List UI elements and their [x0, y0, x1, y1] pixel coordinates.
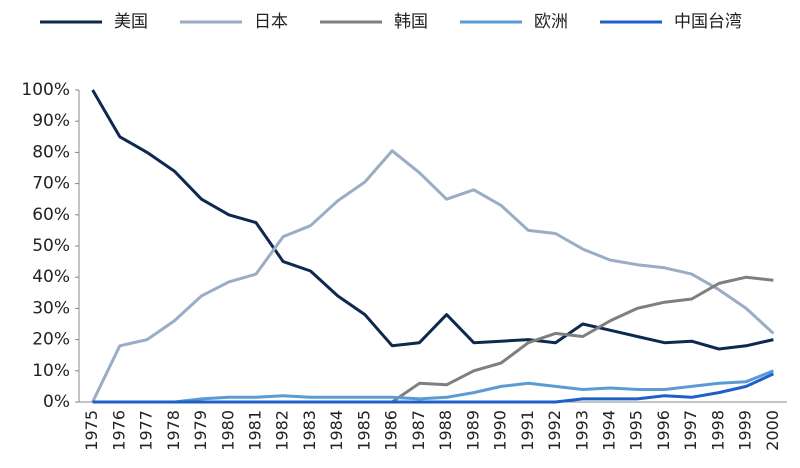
- y-tick-label: 90%: [32, 111, 70, 131]
- x-tick-label: 1983: [300, 410, 319, 451]
- x-tick-label: 1992: [545, 410, 564, 451]
- legend-label: 中国台湾: [674, 12, 742, 32]
- x-tick-label: 1987: [409, 410, 428, 451]
- legend-label: 欧洲: [534, 12, 568, 32]
- x-tick-label: 1998: [708, 410, 727, 451]
- x-tick-label: 1993: [572, 410, 591, 451]
- x-tick-label: 1991: [518, 410, 537, 451]
- x-tick-label: 1984: [327, 410, 346, 451]
- x-tick-label: 1977: [137, 410, 156, 451]
- y-tick-label: 40%: [32, 267, 70, 287]
- x-tick-label: 1982: [273, 410, 292, 451]
- x-tick-label: 1978: [164, 410, 183, 451]
- x-tick-label: 1990: [491, 410, 510, 451]
- legend-label: 韩国: [394, 12, 428, 32]
- x-tick-label: 1981: [246, 410, 265, 451]
- series-line: [92, 372, 775, 404]
- x-tick-label: 1980: [218, 410, 237, 451]
- y-tick-label: 100%: [21, 80, 70, 100]
- x-tick-label: 1985: [354, 410, 373, 451]
- series-line: [92, 275, 774, 404]
- x-tick-label: 1988: [436, 410, 455, 451]
- series-line: [92, 369, 774, 404]
- x-tick-label: 1989: [463, 410, 482, 451]
- x-tick-label: 1995: [627, 410, 646, 451]
- y-tick-label: 10%: [32, 361, 70, 381]
- legend-label: 美国: [114, 12, 148, 32]
- x-tick-label: 1986: [382, 410, 401, 451]
- x-tick-label: 1997: [681, 410, 700, 451]
- x-tick-label: 1999: [736, 410, 755, 451]
- y-tick-label: 60%: [32, 205, 70, 225]
- x-tick-label: 1996: [654, 410, 673, 451]
- y-tick-label: 20%: [32, 330, 70, 350]
- x-tick-label: 1975: [82, 410, 101, 451]
- y-tick-label: 30%: [32, 298, 70, 318]
- series-line: [91, 149, 775, 403]
- x-tick-label: 1979: [191, 410, 210, 451]
- y-tick-label: 70%: [32, 174, 70, 194]
- y-tick-label: 50%: [32, 236, 70, 256]
- series-line: [91, 89, 774, 351]
- legend-label: 日本: [254, 12, 288, 32]
- x-tick-label: 1994: [600, 410, 619, 451]
- x-tick-label: 2000: [763, 410, 782, 451]
- y-tick-label: 80%: [32, 142, 70, 162]
- x-tick-label: 1976: [109, 410, 128, 451]
- y-tick-label: 0%: [43, 392, 70, 412]
